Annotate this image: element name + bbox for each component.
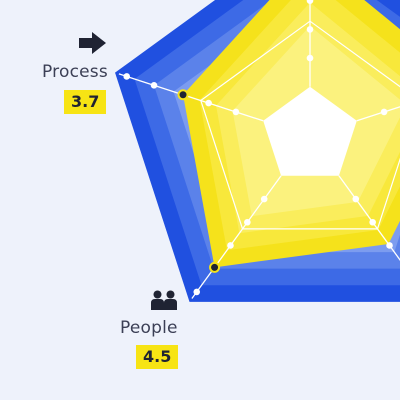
grid-outline [200, 20, 400, 230]
spoke-line [118, 73, 264, 122]
grid-dot [352, 195, 360, 203]
grid-dot [150, 82, 158, 89]
radar-points [177, 89, 221, 273]
value-badge-people: 4.5 [136, 345, 179, 369]
spoke-line [356, 106, 400, 122]
grid-dot [193, 288, 201, 296]
people-icon [151, 290, 177, 314]
axis-label-process: Process [42, 62, 108, 82]
grid-dot [380, 108, 388, 116]
spoke-line [338, 175, 400, 261]
axis-label-people: People [120, 318, 178, 338]
grid-dot [227, 242, 234, 249]
grid-dot [369, 218, 376, 226]
grid-dot [232, 108, 240, 116]
value-point-people [209, 261, 221, 273]
spoke-line [191, 175, 282, 299]
radar-center [263, 86, 357, 176]
grid-dot [306, 0, 314, 4]
grid-dot [260, 195, 268, 203]
grid-dot [306, 26, 314, 33]
value-badge-process: 3.7 [64, 90, 107, 114]
grid-dot [306, 54, 314, 62]
radar-spokes [118, 0, 400, 299]
grid-dot [386, 242, 393, 249]
grid-dot [123, 73, 131, 80]
arrow-right-icon [79, 31, 107, 59]
value-point-process [177, 89, 189, 101]
grid-dot [205, 99, 212, 107]
center-pentagon [263, 86, 357, 176]
grid-dot [244, 218, 251, 226]
